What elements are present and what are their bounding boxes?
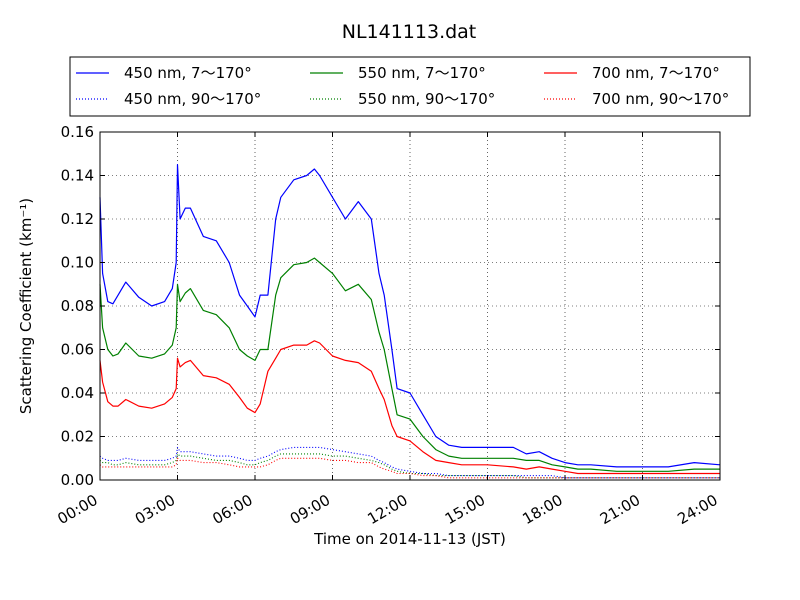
legend-label: 550 nm, 7～170° <box>358 64 486 82</box>
y-tick-label: 0.00 <box>61 471 94 489</box>
x-tick-label: 06:00 <box>209 491 255 528</box>
series-line <box>99 164 721 468</box>
series-line <box>99 453 720 479</box>
grid <box>100 132 720 480</box>
series-line <box>99 257 720 472</box>
chart-title: NL141113.dat <box>342 21 477 43</box>
y-tick-label: 0.06 <box>61 341 94 359</box>
y-tick-label: 0.12 <box>61 210 94 228</box>
legend-label: 550 nm, 90～170° <box>358 90 495 108</box>
x-tick-label: 03:00 <box>132 491 178 528</box>
y-axis-label: Scattering Coefficient (km⁻¹) <box>17 198 35 414</box>
x-tick-label: 15:00 <box>442 491 488 528</box>
x-tick-label: 21:00 <box>597 491 643 528</box>
y-tick-label: 0.04 <box>61 384 94 402</box>
x-tick-label: 24:00 <box>674 491 720 528</box>
y-tick-label: 0.14 <box>61 167 94 185</box>
x-tick-label: 00:00 <box>54 491 100 528</box>
legend-label: 700 nm, 7～170° <box>592 64 720 82</box>
series-line <box>99 340 720 475</box>
x-tick-label: 09:00 <box>287 491 333 528</box>
legend-label: 450 nm, 90～170° <box>124 90 261 108</box>
legend-box <box>69 56 751 117</box>
legend-label: 450 nm, 7～170° <box>124 64 252 82</box>
x-tick-label: 18:00 <box>519 491 565 528</box>
y-tick-label: 0.10 <box>61 254 94 272</box>
legend-label: 700 nm, 90～170° <box>592 90 729 108</box>
y-tick-label: 0.16 <box>61 123 94 141</box>
x-tick-label: 12:00 <box>364 491 410 528</box>
y-tick-label: 0.02 <box>61 428 94 446</box>
series-layer <box>99 164 721 479</box>
legend: 450 nm, 7～170° 550 nm, 7～170° 700 nm, 7～17… <box>69 56 751 117</box>
y-tick-label: 0.08 <box>61 297 94 315</box>
x-axis-label: Time on 2014-11-13 (JST) <box>313 530 506 548</box>
